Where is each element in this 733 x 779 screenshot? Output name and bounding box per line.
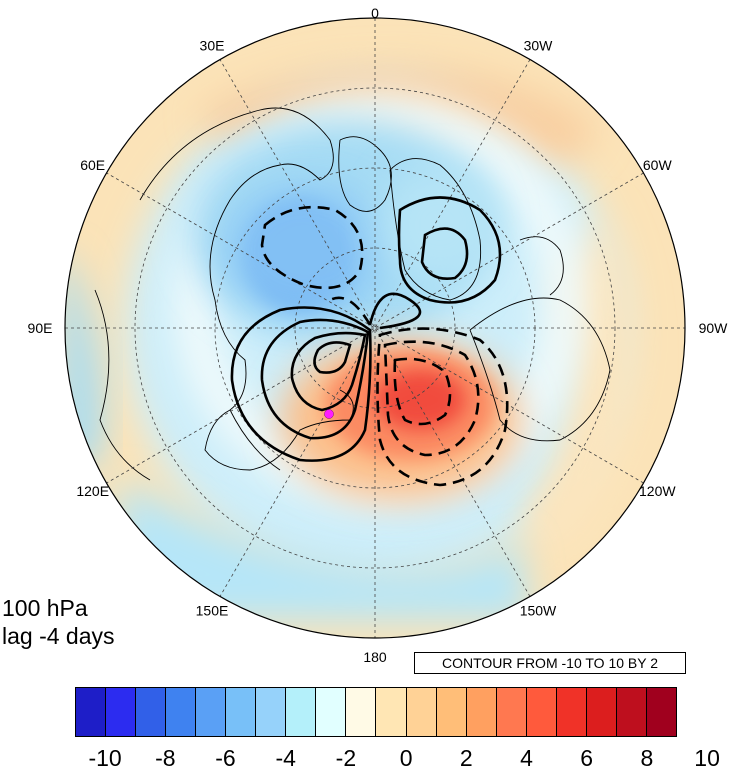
colorbar-swatch-5 (226, 688, 257, 736)
colorbar-swatch-18 (616, 688, 647, 736)
graticule (65, 18, 685, 638)
cool-northeast (380, 165, 500, 285)
colorbar-swatch-2 (136, 688, 167, 736)
colorbar-tick-10: 10 (694, 745, 720, 771)
colorbar-swatch-4 (196, 688, 227, 736)
colorbar-swatch-6 (256, 688, 287, 736)
colorbar-tick-4: -2 (335, 745, 357, 771)
longitude-label-0: 0 (371, 5, 379, 21)
colorbar-tick-8: 6 (580, 745, 594, 771)
colorbar-tick-0: -10 (88, 745, 122, 771)
positive-contour-west-3 (290, 331, 367, 412)
negative-contours (260, 205, 509, 487)
location-marker (324, 409, 334, 419)
cool-halo (220, 180, 390, 320)
longitude-label-7: 150E (196, 602, 229, 618)
longitude-label-6: 180 (363, 649, 387, 665)
colorbar-swatch-17 (586, 688, 617, 736)
positive-contour-west-4 (313, 341, 352, 374)
longitude-label-4: 120W (639, 483, 676, 499)
colorbar-swatch-3 (166, 688, 197, 736)
colorbar-swatch-8 (316, 688, 347, 736)
contour-info-box: CONTOUR FROM -10 TO 10 BY 2 (414, 652, 686, 674)
colorbar (75, 687, 677, 737)
longitude-label-2: 60W (643, 157, 673, 173)
positive-contour-west-2 (260, 318, 370, 440)
colorbar-swatch-16 (556, 688, 587, 736)
colorbar-swatch-9 (346, 688, 377, 736)
colorbar-swatch-15 (526, 688, 557, 736)
cool-band-south (120, 480, 530, 620)
warm-anomaly-core (375, 370, 465, 430)
warm-band-east (520, 210, 636, 560)
map-border (64, 17, 686, 639)
longitude-label-1: 30W (524, 38, 554, 54)
longitude-label-11: 30E (200, 38, 225, 54)
colorbar-swatch-19 (646, 688, 676, 736)
negative-contour-south-1 (376, 327, 509, 487)
colorbar-tick-3: -4 (275, 745, 296, 771)
level-label: 100 hPa (2, 595, 88, 621)
colorbar-tick-5: 0 (399, 745, 413, 771)
longitude-label-5: 150W (520, 602, 557, 618)
colorbar-tick-2: -6 (215, 745, 236, 771)
positive-contour-west-1 (230, 306, 372, 462)
longitude-label-9: 90E (28, 320, 53, 336)
colorbar-swatch-1 (106, 688, 137, 736)
colorbar-tick-labels: -10 -8 -6 -4 -2 0 2 4 6 8 10 (75, 745, 719, 779)
contour-lines (230, 196, 502, 462)
longitude-label-8: 120E (76, 483, 109, 499)
positive-contour-north-1 (397, 196, 502, 304)
colorbar-tick-1: -8 (155, 745, 176, 771)
colorbar-swatch-10 (376, 688, 407, 736)
positive-contour-north-3 (368, 292, 422, 330)
negative-contour-south-3 (393, 357, 452, 426)
lag-label: lag -4 days (2, 623, 115, 649)
longitude-label-10: 60E (80, 157, 105, 173)
colorbar-tick-6: 2 (459, 745, 473, 771)
colorbar-tick-9: 8 (640, 745, 654, 771)
colorbar-swatch-7 (286, 688, 317, 736)
colorbar-swatch-13 (466, 688, 497, 736)
colorbar-swatch-0 (76, 688, 107, 736)
colorbar-swatch-11 (406, 688, 437, 736)
colorbar-tick-7: 4 (520, 745, 533, 771)
negative-contour-northwest-2 (329, 296, 372, 326)
positive-contour-north-2 (420, 227, 469, 280)
longitude-labels: 0 30W 60W 90W 120W 150W 180 150E 120E 90E 60E 30E (28, 5, 729, 665)
colorbar-swatch-14 (496, 688, 527, 736)
negative-contour-northwest-1 (260, 205, 364, 290)
negative-contour-south-2 (383, 340, 480, 457)
colorbar-swatch-12 (436, 688, 467, 736)
longitude-label-3: 90W (699, 320, 729, 336)
